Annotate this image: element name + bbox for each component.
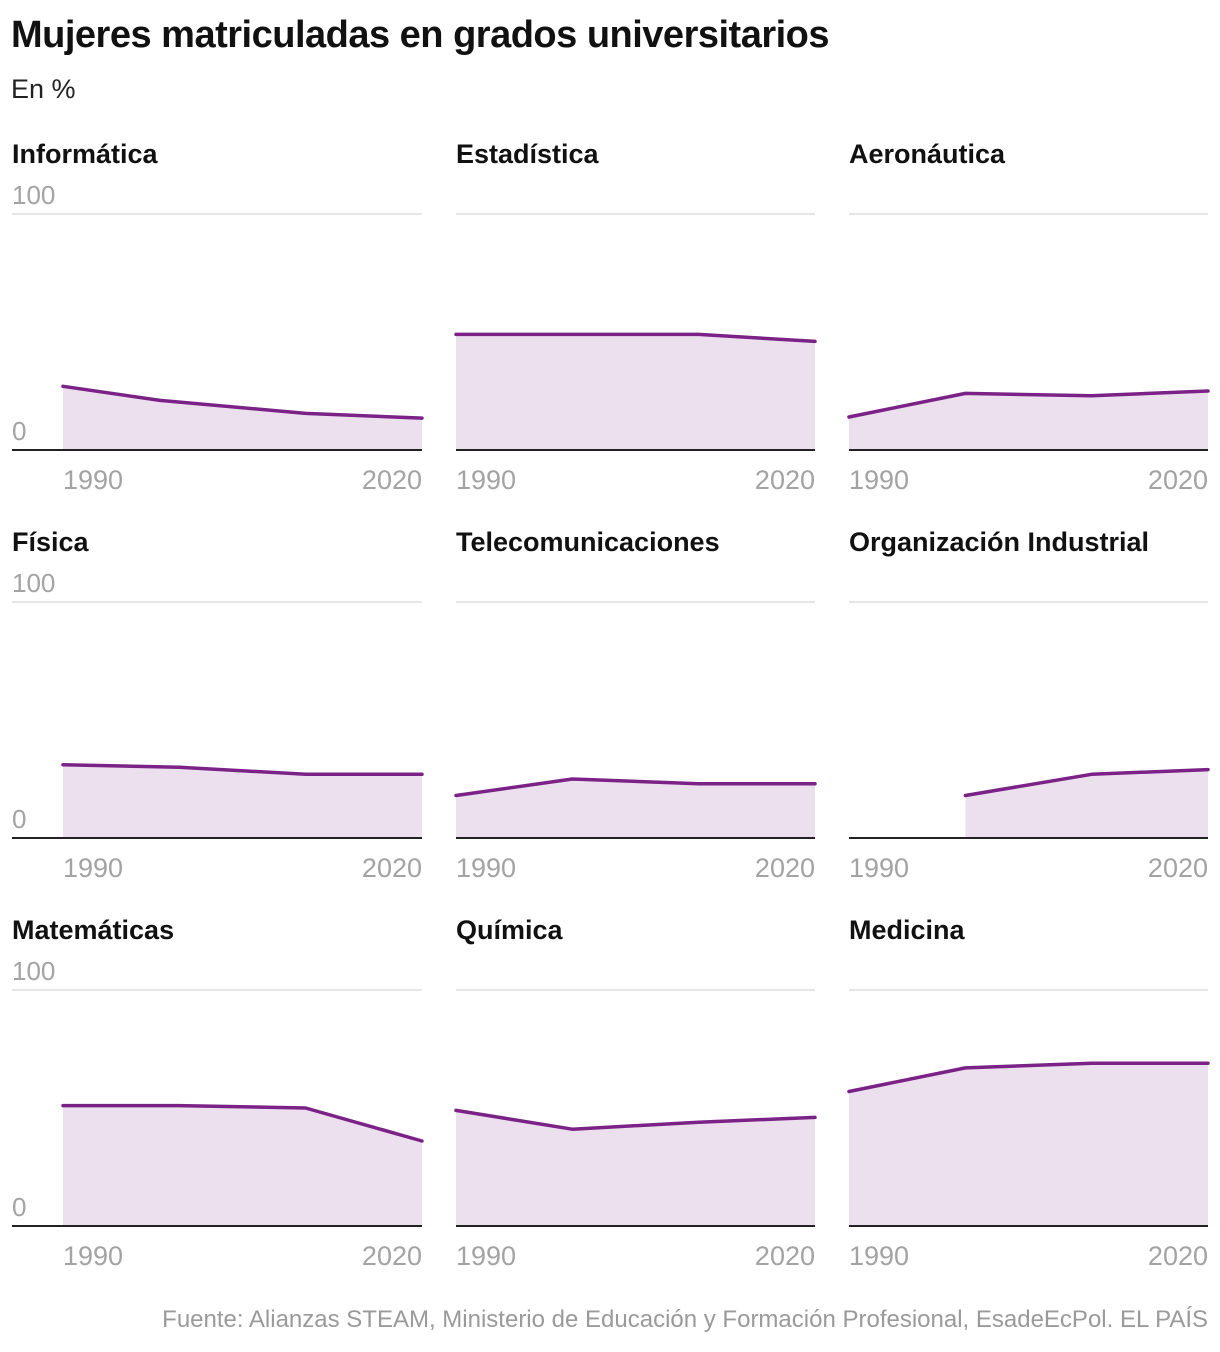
- panel-estadistica: Estadística 1990 2020: [454, 139, 817, 495]
- panel-fisica-ytick-0: 0: [12, 804, 26, 834]
- panel-quimica: Química 1990 2020: [454, 915, 817, 1271]
- panel-fisica-title: Física: [12, 527, 90, 557]
- panel-medicina-area: [849, 1063, 1208, 1226]
- panel-informatica-title: Informática: [12, 139, 159, 169]
- panel-estadistica-xtick-2020: 2020: [755, 465, 815, 495]
- panel-telecomunicaciones-area: [456, 779, 815, 838]
- panel-aeronautica: Aeronáutica 1990 2020: [847, 139, 1210, 495]
- panel-fisica-area: [63, 764, 422, 838]
- panel-fisica-xtick-1990: 1990: [63, 853, 123, 883]
- panel-medicina-title: Medicina: [849, 915, 966, 945]
- source-note: Fuente: Alianzas STEAM, Ministerio de Ed…: [162, 1306, 1208, 1333]
- panel-matematicas-ytick-100: 100: [12, 956, 55, 986]
- panel-aeronautica-area: [849, 391, 1208, 450]
- panel-informatica-ytick-0: 0: [12, 416, 26, 446]
- panel-aeronautica-title: Aeronáutica: [849, 139, 1006, 169]
- panel-medicina-line: [847, 1061, 1210, 1094]
- panel-fisica: Física 0 100 1990 2020: [12, 527, 424, 883]
- panel-quimica-area: [456, 1110, 815, 1226]
- panel-organizacion-industrial-area: [965, 769, 1208, 838]
- panel-estadistica-xtick-1990: 1990: [456, 465, 516, 495]
- panel-aeronautica-xtick-2020: 2020: [1148, 465, 1208, 495]
- panel-matematicas-title: Matemáticas: [12, 915, 174, 945]
- panel-informatica-area: [63, 386, 422, 450]
- panel-medicina-xtick-1990: 1990: [849, 1241, 909, 1271]
- panel-organizacion-industrial: Organización Industrial 1990 2020: [849, 527, 1210, 883]
- panel-matematicas-area: [63, 1105, 422, 1226]
- panel-fisica-line: [61, 763, 424, 777]
- panel-matematicas: Matemáticas 0 100 1990 2020: [12, 915, 424, 1271]
- panel-medicina-xtick-2020: 2020: [1148, 1241, 1208, 1271]
- panel-informatica-ytick-100: 100: [12, 180, 55, 210]
- panel-estadistica-line: [454, 332, 817, 344]
- panel-telecomunicaciones-xtick-1990: 1990: [456, 853, 516, 883]
- panel-matematicas-xtick-1990: 1990: [63, 1241, 123, 1271]
- panel-aeronautica-line: [847, 389, 1210, 419]
- panel-matematicas-line: [61, 1103, 424, 1143]
- panel-informatica: Informática 0 100 1990 2020: [12, 139, 424, 495]
- panel-telecomunicaciones: Telecomunicaciones 1990 2020: [454, 527, 817, 883]
- panel-quimica-line: [454, 1108, 817, 1131]
- panel-informatica-line: [61, 384, 424, 420]
- panel-quimica-xtick-2020: 2020: [755, 1241, 815, 1271]
- panel-informatica-xtick-1990: 1990: [63, 465, 123, 495]
- panel-organizacion-industrial-title: Organización Industrial: [849, 527, 1149, 557]
- panel-telecomunicaciones-xtick-2020: 2020: [755, 853, 815, 883]
- panel-estadistica-area: [456, 334, 815, 450]
- panel-matematicas-xtick-2020: 2020: [362, 1241, 422, 1271]
- panel-organizacion-industrial-xtick-1990: 1990: [849, 853, 909, 883]
- chart-title: Mujeres matriculadas en grados universit…: [11, 14, 830, 56]
- panel-fisica-xtick-2020: 2020: [362, 853, 422, 883]
- chart-subtitle: En %: [11, 74, 76, 104]
- panel-telecomunicaciones-line: [454, 777, 817, 798]
- panel-informatica-xtick-2020: 2020: [362, 465, 422, 495]
- panel-fisica-ytick-100: 100: [12, 568, 55, 598]
- panel-quimica-title: Química: [456, 915, 564, 945]
- panel-estadistica-title: Estadística: [456, 139, 600, 169]
- panel-quimica-xtick-1990: 1990: [456, 1241, 516, 1271]
- panel-organizacion-industrial-xtick-2020: 2020: [1148, 853, 1208, 883]
- panel-telecomunicaciones-title: Telecomunicaciones: [456, 527, 720, 557]
- panel-aeronautica-xtick-1990: 1990: [849, 465, 909, 495]
- panel-medicina: Medicina 1990 2020: [847, 915, 1210, 1271]
- panel-matematicas-ytick-0: 0: [12, 1192, 26, 1222]
